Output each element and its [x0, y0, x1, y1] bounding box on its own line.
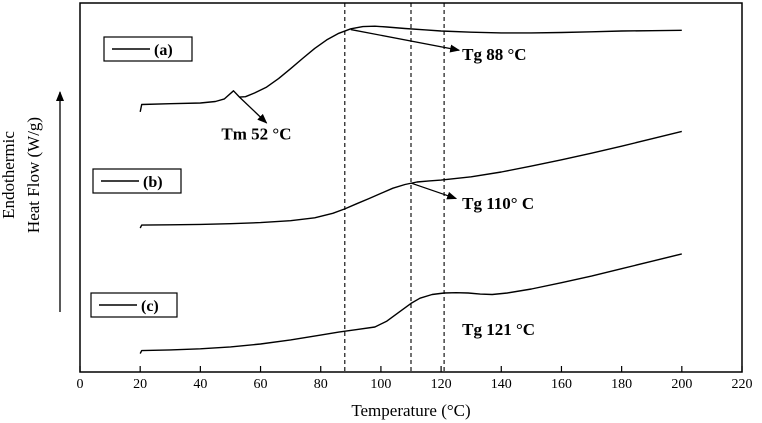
- x-tick-label: 0: [77, 377, 84, 392]
- x-tick-label: 40: [193, 377, 207, 392]
- annotations: Tm 52 °C Tg 88 °C Tg 110° C Tg 121 °C: [221, 28, 535, 339]
- legend: (a) (b) (c): [90, 36, 193, 318]
- x-tick-label: 20: [133, 377, 147, 392]
- series-group: [139, 25, 682, 354]
- y-axis-label: Endothermic Heat Flow (W/g): [0, 91, 64, 312]
- annotation-arrow-1: [239, 96, 268, 124]
- legend-label-1: (a): [154, 42, 173, 59]
- annotation-label-1: Tm 52 °C: [221, 125, 291, 144]
- x-tick-label: 180: [611, 377, 632, 392]
- annotation-label-2: Tg 88 °C: [462, 45, 526, 64]
- series-line-1: [139, 25, 682, 113]
- legend-label-2: (b): [143, 174, 163, 191]
- series-line-3: [139, 253, 682, 354]
- y-axis-title-line2: Heat Flow (W/g): [24, 117, 43, 233]
- annotation-arrow-2: [350, 28, 461, 53]
- annotation-arrow-3: [410, 182, 458, 200]
- y-axis-title-line1: Endothermic: [0, 131, 18, 219]
- x-tick-label: 140: [491, 377, 512, 392]
- x-tick-label: 220: [732, 377, 753, 392]
- x-tick-label: 80: [314, 377, 328, 392]
- series-line-2: [139, 130, 682, 229]
- x-tick-label: 200: [671, 377, 692, 392]
- x-tick-label: 120: [431, 377, 452, 392]
- annotation-label-3: Tg 110° C: [462, 194, 534, 213]
- legend-label-3: (c): [141, 298, 159, 315]
- reference-lines: [344, 3, 445, 372]
- x-axis-title: Temperature (°C): [351, 401, 470, 420]
- x-tick-label: 60: [254, 377, 268, 392]
- x-tick-label: 160: [551, 377, 572, 392]
- x-tick-label: 100: [370, 377, 391, 392]
- x-axis-ticks: 0 20 40 60 80 100 120 140 160 180 200 220: [77, 366, 753, 392]
- annotation-label-4: Tg 121 °C: [462, 320, 535, 339]
